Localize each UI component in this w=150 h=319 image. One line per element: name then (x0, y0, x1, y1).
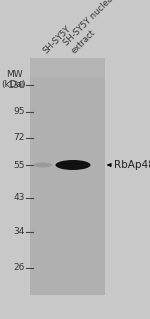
Text: 34: 34 (14, 227, 25, 236)
Ellipse shape (56, 160, 90, 170)
Text: 43: 43 (14, 194, 25, 203)
Text: 130: 130 (8, 80, 25, 90)
Text: RbAp48: RbAp48 (114, 160, 150, 170)
Bar (30, 58, 105, 295)
Text: SH-SY5Y nuclear
extract: SH-SY5Y nuclear extract (62, 0, 125, 55)
Bar (30, 58, 105, 78)
Text: 72: 72 (14, 133, 25, 143)
Ellipse shape (34, 162, 52, 167)
Text: 55: 55 (14, 160, 25, 169)
Text: 26: 26 (14, 263, 25, 272)
Text: 95: 95 (14, 108, 25, 116)
Text: MW
(kDa): MW (kDa) (2, 70, 26, 89)
Text: SH-SY5Y: SH-SY5Y (42, 24, 73, 55)
